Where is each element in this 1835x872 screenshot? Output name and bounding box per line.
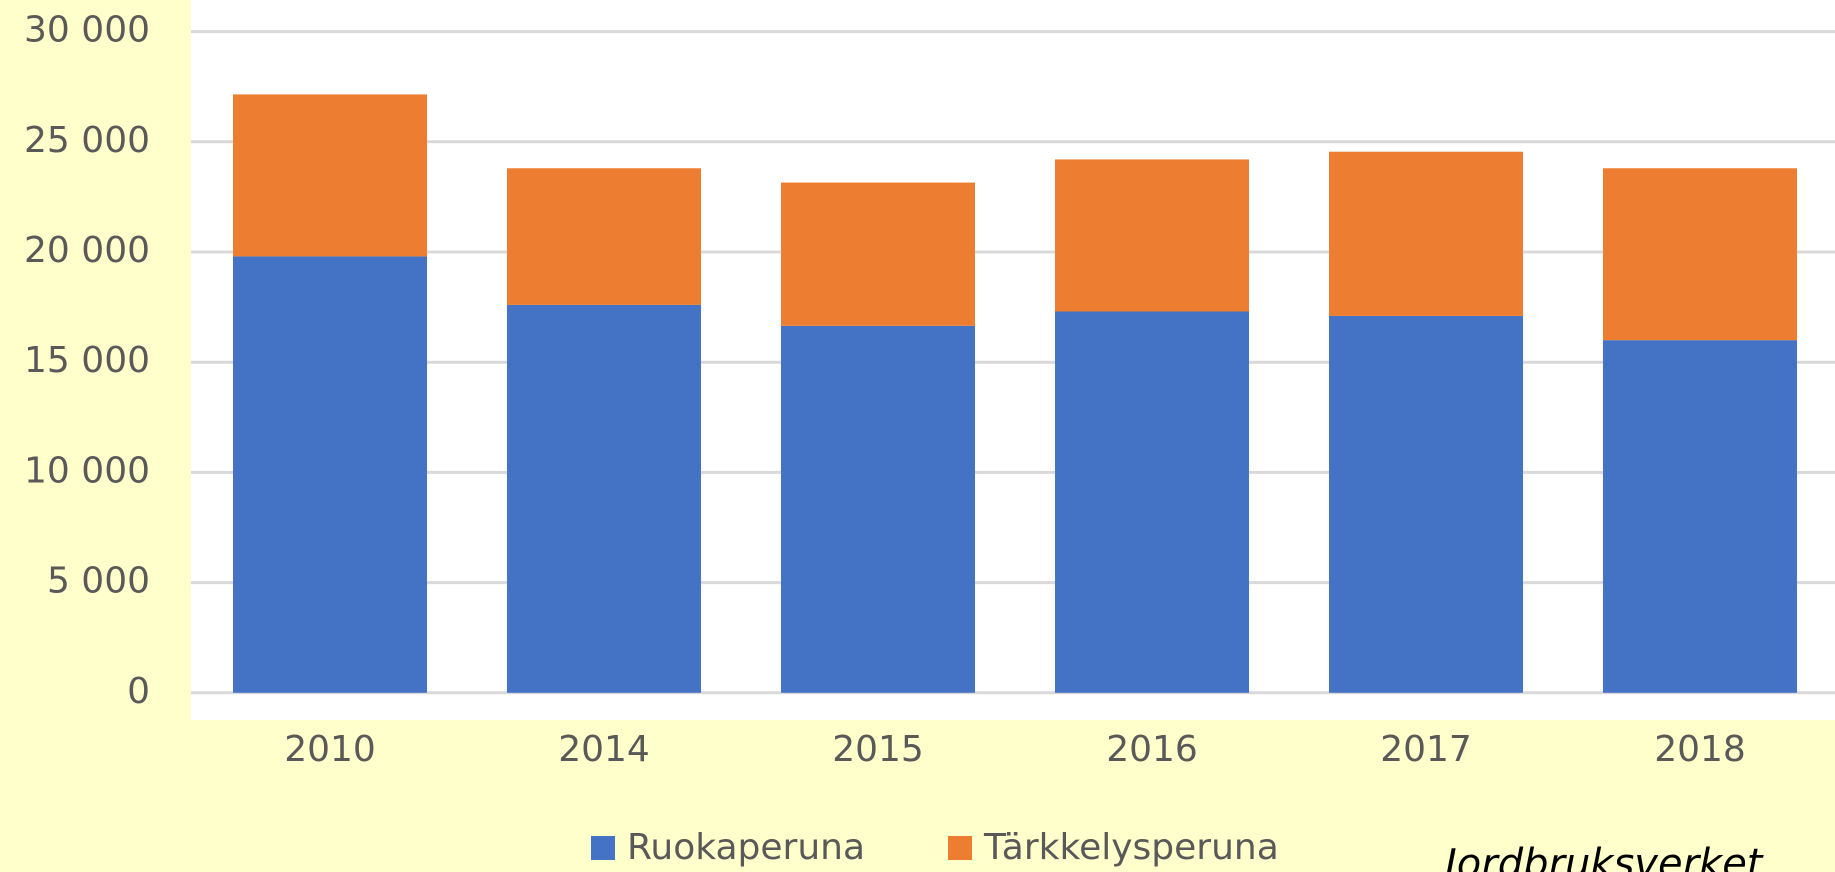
bar-segment <box>1329 151 1523 316</box>
bar-segment <box>1603 168 1797 341</box>
y-tick-label: 5 000 <box>47 561 150 602</box>
bar-segment <box>1329 315 1523 693</box>
bar-segment <box>1055 159 1249 312</box>
plot-area <box>191 0 1835 720</box>
source-note: Jordbruksverket <box>1438 841 1764 872</box>
legend-swatch <box>948 836 972 860</box>
bar-segment <box>1055 311 1249 693</box>
legend-label: Tärkkelysperuna <box>983 827 1279 868</box>
bar-segment <box>507 168 701 305</box>
legend-swatch <box>591 836 615 860</box>
bar-segment <box>233 94 427 257</box>
y-tick-label: 15 000 <box>24 340 150 381</box>
bar-segment <box>507 304 701 693</box>
y-tick-label: 30 000 <box>24 10 150 51</box>
x-tick-label: 2018 <box>1654 729 1746 770</box>
x-tick-label: 2014 <box>558 729 650 770</box>
x-tick-label: 2016 <box>1106 729 1198 770</box>
bar-segment <box>233 256 427 693</box>
x-tick-label: 2010 <box>284 729 376 770</box>
legend-label: Ruokaperuna <box>627 827 865 868</box>
y-tick-label: 10 000 <box>24 450 150 491</box>
bar-segment <box>1603 340 1797 693</box>
x-tick-label: 2015 <box>832 729 924 770</box>
x-tick-label: 2017 <box>1380 729 1472 770</box>
bar-segment <box>781 325 975 693</box>
y-tick-label: 20 000 <box>24 230 150 271</box>
y-tick-label: 0 <box>127 671 150 712</box>
bar-segment <box>781 182 975 326</box>
y-tick-label: 25 000 <box>24 120 150 161</box>
